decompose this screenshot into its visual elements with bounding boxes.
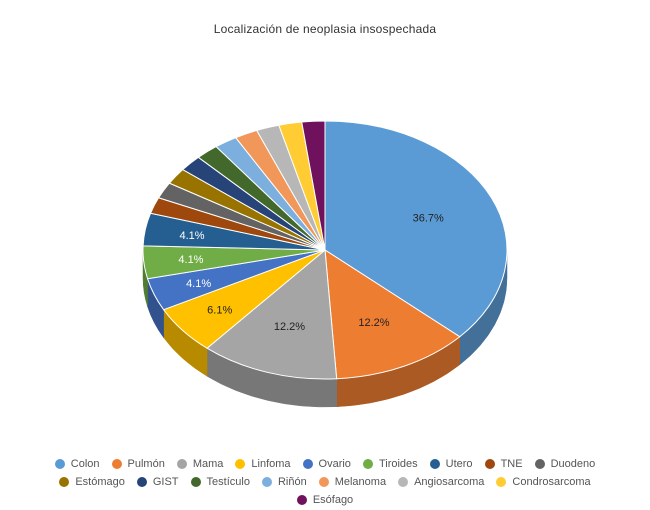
legend-item-condrosarcoma: Condrosarcoma xyxy=(496,475,591,489)
legend-item-mama: Mama xyxy=(176,457,224,471)
data-label-ovario: 4.1% xyxy=(186,278,211,290)
legend-swatch xyxy=(362,459,373,469)
legend-label: Condrosarcoma xyxy=(512,476,591,488)
legend-label: Duodeno xyxy=(550,458,596,470)
chart-legend: Colon Pulmón Mama Linfoma Ovario Tiroides Uter… xyxy=(30,457,620,507)
legend-label: Colon xyxy=(70,458,100,470)
legend-label: Esófago xyxy=(312,494,354,506)
legend-swatch xyxy=(176,459,187,469)
legend-label: TNE xyxy=(500,458,523,470)
legend-item-rinon: Riñón xyxy=(261,475,307,489)
legend-item-gist: GIST xyxy=(136,475,179,489)
legend-swatch xyxy=(496,477,507,487)
legend-item-duodeno: Duodeno xyxy=(534,457,596,471)
legend-swatch xyxy=(398,477,409,487)
legend-item-pulmon: Pulmón xyxy=(111,457,165,471)
legend-label: Mama xyxy=(192,458,224,470)
legend-label: Riñón xyxy=(277,476,307,488)
legend-label: Utero xyxy=(445,458,473,470)
data-label-linfoma: 6.1% xyxy=(207,305,232,317)
legend-label: Tiroides xyxy=(378,458,418,470)
legend-item-tne: TNE xyxy=(484,457,523,471)
data-label-tiroides: 4.1% xyxy=(178,254,203,266)
legend-item-linfoma: Linfoma xyxy=(235,457,291,471)
legend-item-utero: Utero xyxy=(429,457,473,471)
legend-item-tiroides: Tiroides xyxy=(362,457,418,471)
legend-item-angiosarcoma: Angiosarcoma xyxy=(398,475,484,489)
legend-swatch xyxy=(261,477,272,487)
pie-slice-pulmon xyxy=(324,249,461,380)
pie-slice-mama xyxy=(206,249,338,380)
legend-item-estomago: Estómago xyxy=(59,475,125,489)
data-label-mama: 12.2% xyxy=(274,321,305,333)
legend-label: Melanoma xyxy=(334,476,387,488)
data-label-utero: 4.1% xyxy=(180,230,205,242)
legend-label: Pulmón xyxy=(127,458,165,470)
legend-label: Estómago xyxy=(75,476,125,488)
legend-swatch xyxy=(136,477,147,487)
legend-swatch xyxy=(111,459,122,469)
legend-swatch xyxy=(54,459,65,469)
pie-slice-esofago xyxy=(301,120,326,251)
legend-label: Testículo xyxy=(206,476,250,488)
legend-swatch xyxy=(429,459,440,469)
legend-label: Angiosarcoma xyxy=(414,476,485,488)
legend-swatch xyxy=(484,459,495,469)
legend-swatch xyxy=(302,459,313,469)
legend-swatch xyxy=(235,459,246,469)
legend-swatch xyxy=(318,477,329,487)
legend-swatch xyxy=(534,459,545,469)
pie-label-layer: 36.7% 12.2% 12.2% 6.1% 4.1% 4.1% 4.1% xyxy=(178,213,444,333)
legend-swatch xyxy=(296,495,307,505)
legend-swatch xyxy=(190,477,201,487)
legend-label: GIST xyxy=(152,476,179,488)
data-label-colon: 36.7% xyxy=(413,213,444,225)
legend-item-ovario: Ovario xyxy=(302,457,351,471)
legend-label: Linfoma xyxy=(251,458,291,470)
pie-slice-colon xyxy=(324,120,508,338)
legend-item-testiculo: Testículo xyxy=(190,475,250,489)
pie-top-layer xyxy=(142,120,508,380)
data-label-pulmon: 12.2% xyxy=(358,317,389,329)
chart-title: Localización de neoplasia insospechada xyxy=(213,22,437,36)
legend-label: Ovario xyxy=(318,458,351,470)
legend-item-colon: Colon xyxy=(54,457,100,471)
legend-item-esofago: Esófago xyxy=(296,493,354,507)
legend-swatch xyxy=(59,477,70,487)
legend-item-melanoma: Melanoma xyxy=(318,475,387,489)
